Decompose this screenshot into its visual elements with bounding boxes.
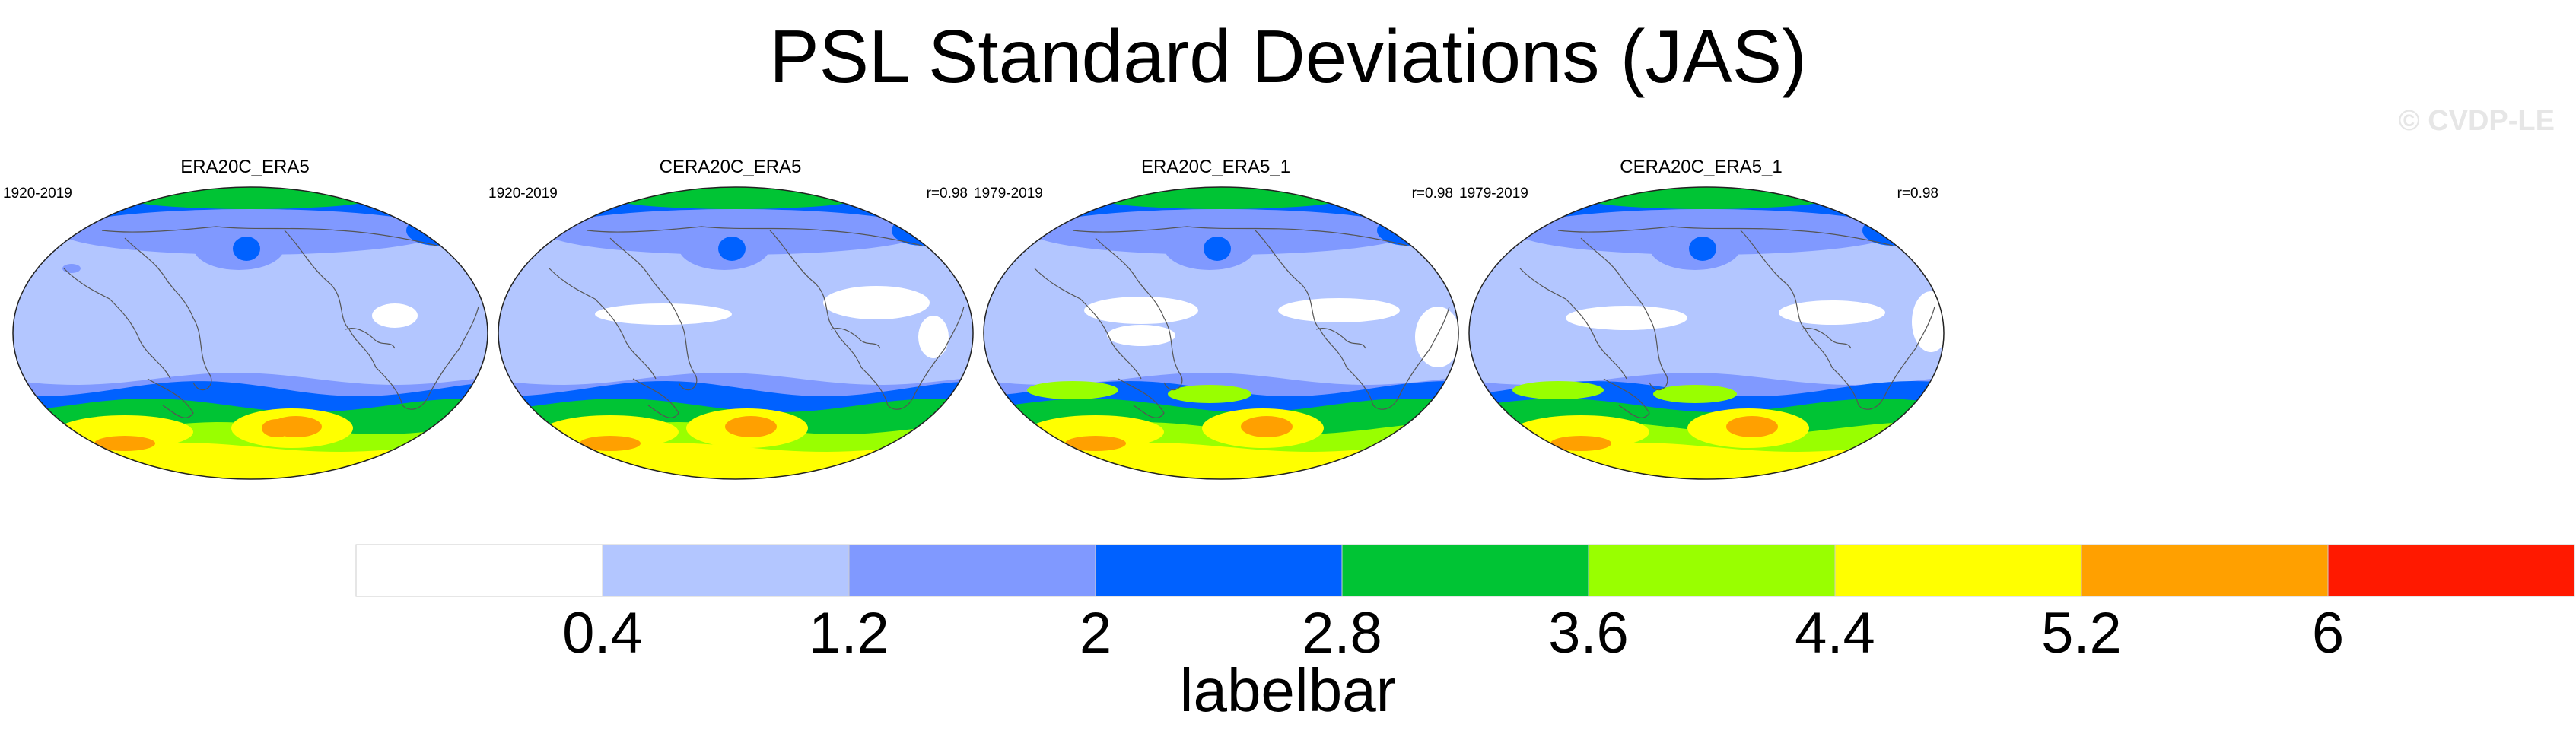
- coastline: [284, 230, 479, 410]
- field-tropical-min: [918, 316, 949, 358]
- coastline: [609, 237, 698, 391]
- coastline: [124, 237, 212, 391]
- labelbar-box: [1588, 544, 1836, 597]
- coastline: [1095, 237, 1183, 391]
- coastline: [1118, 378, 1165, 418]
- coastline: [769, 230, 965, 410]
- labelbar-box: [1341, 544, 1589, 597]
- field-tropical-min: [1278, 298, 1400, 322]
- labelbar-box: [355, 544, 603, 597]
- panel-title: ERA20C_ERA5: [180, 157, 310, 177]
- map-border: [983, 186, 1459, 480]
- psl-map: [1468, 186, 1945, 480]
- field-tropical-min: [1779, 300, 1885, 325]
- coastline: [1801, 328, 1852, 349]
- labelbar-tick-label: 5.2: [2041, 601, 2122, 654]
- labelbar-box: [2327, 544, 2575, 597]
- labelbar-box: [1095, 544, 1343, 597]
- field-maximum: [1027, 415, 1164, 449]
- coastline: [1557, 226, 1894, 246]
- labelbar-tick-label: 4.4: [1795, 601, 1875, 654]
- coastline: [147, 378, 194, 418]
- field-tropical-min: [372, 303, 418, 328]
- field-maximum: [1065, 436, 1126, 451]
- labelbar-tick-label: 6: [2312, 601, 2344, 654]
- labelbar-box: [1834, 544, 2082, 597]
- coastline: [549, 268, 657, 380]
- field-aleutian-core: [1689, 237, 1716, 261]
- map-border: [12, 186, 488, 480]
- labelbar-tick-label: 1.2: [809, 601, 889, 654]
- labelbar-tick-label: 3.6: [1548, 601, 1629, 654]
- labelbar-tick-label: 0.4: [562, 601, 643, 654]
- field-maximum: [542, 415, 679, 449]
- coastline: [632, 378, 679, 418]
- psl-map: [12, 186, 488, 480]
- field-tropical-min: [1084, 297, 1198, 324]
- panel-correlation: r=0.98: [1411, 186, 1453, 202]
- panel-correlation: r=0.98: [926, 186, 968, 202]
- coastline: [1519, 268, 1627, 380]
- field-tropical-min: [1107, 325, 1175, 346]
- panel-years: 1979-2019: [1459, 186, 1528, 202]
- labelbar-box: [848, 544, 1096, 597]
- labelbar-title: labelbar: [1179, 656, 1397, 724]
- panel-years: 1920-2019: [488, 186, 558, 202]
- labelbar-tick-label: 2: [1080, 601, 1111, 654]
- map-border: [1468, 186, 1945, 480]
- field-aleutian-core: [233, 237, 260, 261]
- labelbar-tick-label: 2.8: [1302, 601, 1382, 654]
- coastline: [1740, 230, 1935, 410]
- map-panel-2: CERA20C_ERA5 1920-2019 r=0.98: [487, 156, 974, 483]
- field-south-pacific: [1653, 385, 1737, 403]
- coastline: [345, 328, 396, 349]
- coastline: [1034, 268, 1142, 380]
- coastline: [1315, 328, 1366, 349]
- field-maximum: [725, 416, 777, 437]
- labelbar-box: [602, 544, 850, 597]
- field-maximum: [56, 415, 193, 449]
- psl-map: [983, 186, 1459, 480]
- field-maximum: [1550, 436, 1611, 451]
- figure-title: PSL Standard Deviations (JAS): [769, 14, 1807, 98]
- panel-years: 1920-2019: [3, 186, 72, 202]
- panel-correlation: r=0.98: [1897, 186, 1938, 202]
- field-south-pacific: [1168, 385, 1251, 403]
- field-tropical-min: [1566, 306, 1687, 330]
- coastline: [1580, 237, 1668, 391]
- field-maximum: [262, 419, 292, 437]
- panel-title: CERA20C_ERA5: [659, 157, 802, 177]
- field-tropical-min: [1415, 307, 1458, 367]
- coastline: [1072, 226, 1408, 246]
- panel-title: CERA20C_ERA5_1: [1620, 157, 1783, 177]
- field-maximum: [580, 436, 641, 451]
- coastline: [101, 226, 437, 246]
- map-panel-3: ERA20C_ERA5_1 1979-2019 r=0.98: [972, 156, 1459, 483]
- field-maximum: [94, 436, 155, 451]
- copyright-label: © CVDP-LE: [2398, 105, 2555, 137]
- coastline: [587, 226, 923, 246]
- coastline: [63, 268, 171, 380]
- map-panel-1: ERA20C_ERA5 1920-2019: [2, 156, 488, 483]
- field-maximum: [1512, 415, 1649, 449]
- map-border: [498, 186, 974, 480]
- panel-title: ERA20C_ERA5_1: [1140, 157, 1291, 177]
- panel-years: 1979-2019: [974, 186, 1043, 202]
- labelbar: 0.4 1.2 2 2.8 3.6 4.4 5.2 6: [355, 544, 2575, 654]
- field-maximum: [1726, 416, 1778, 437]
- field-aleutian-core: [1204, 237, 1231, 261]
- field-aleutian-core: [718, 237, 746, 261]
- field-tropical-min: [595, 303, 732, 325]
- labelbar-box: [2081, 544, 2329, 597]
- coastline: [830, 328, 881, 349]
- map-panel-4: CERA20C_ERA5_1 1979-2019 r=0.98: [1458, 156, 1945, 483]
- field-maximum: [1241, 416, 1293, 437]
- field-south-pacific: [1512, 381, 1604, 399]
- field-south-pacific: [1027, 381, 1118, 399]
- field-tropical-min: [823, 286, 930, 319]
- field-small-patch: [62, 264, 81, 273]
- psl-map: [498, 186, 974, 480]
- coastline: [1603, 378, 1650, 418]
- coastline: [1255, 230, 1450, 410]
